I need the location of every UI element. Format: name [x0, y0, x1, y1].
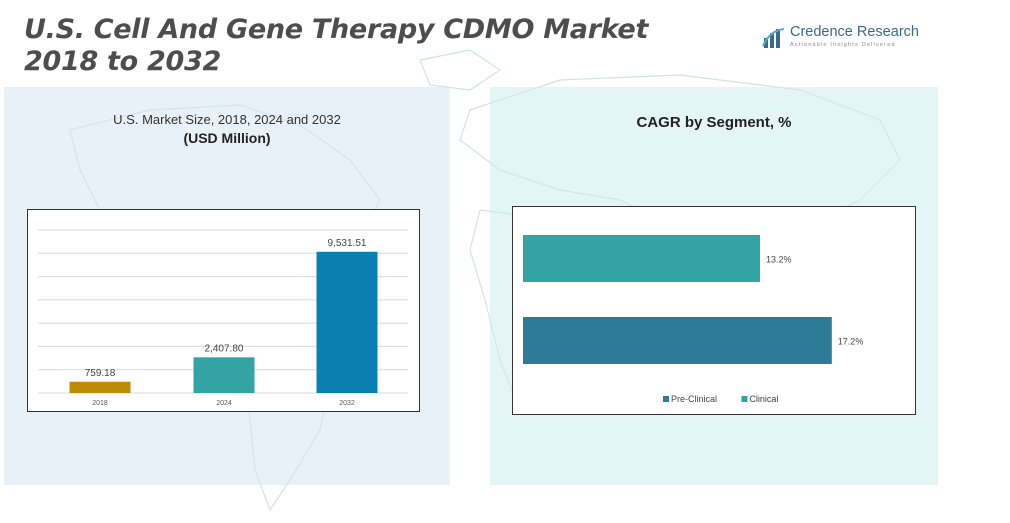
bar-pre-clinical [523, 317, 832, 364]
x-tick-2024: 2024 [216, 400, 232, 407]
cagr-chart: 13.2% 17.2% Pre-Clinical Clinical [512, 206, 916, 415]
brand-tagline: Actionable Insights Delivered [790, 42, 896, 48]
market-size-chart-svg: 759.18 2018 2,407.80 2024 9,531.51 2032 [38, 229, 408, 407]
legend-swatch-pre-clinical [663, 396, 669, 402]
legend-label-pre-clinical: Pre-Clinical [671, 394, 717, 404]
title-line-2: 2018 to 2032 [24, 46, 221, 77]
bar-2032 [316, 251, 378, 393]
data-label-clinical: 13.2% [766, 255, 792, 265]
brand-name: Credence Research [790, 24, 919, 40]
cagr-chart-title: CAGR by Segment, % [636, 114, 792, 131]
bar-clinical [523, 235, 760, 282]
legend-swatch-clinical [741, 396, 748, 402]
data-label-2024: 2,407.80 [205, 343, 244, 354]
x-tick-2032: 2032 [339, 400, 355, 407]
data-label-2032: 9,531.51 [328, 238, 367, 249]
bar-chart-logo-icon [762, 28, 785, 48]
bar-2018 [69, 381, 131, 393]
market-size-subtitle: U.S. Market Size, 2018, 2024 and 2032 [113, 112, 341, 127]
legend-label-clinical: Clinical [749, 394, 778, 404]
x-tick-2018: 2018 [92, 400, 108, 407]
data-label-2018: 759.18 [85, 368, 116, 379]
title-line-1: U.S. Cell And Gene Therapy CDMO Market [24, 14, 649, 45]
data-label-pre-clinical: 17.2% [838, 337, 864, 347]
bar-2024 [193, 357, 255, 393]
page-title: U.S. Cell And Gene Therapy CDMO Market 2… [24, 14, 648, 78]
market-size-chart: 759.18 2018 2,407.80 2024 9,531.51 2032 [27, 209, 420, 412]
cagr-chart-svg: 13.2% 17.2% Pre-Clinical Clinical [523, 235, 864, 404]
brand-logo: Credence Research Actionable Insights De… [762, 24, 932, 54]
market-size-unit: (USD Million) [183, 130, 271, 146]
